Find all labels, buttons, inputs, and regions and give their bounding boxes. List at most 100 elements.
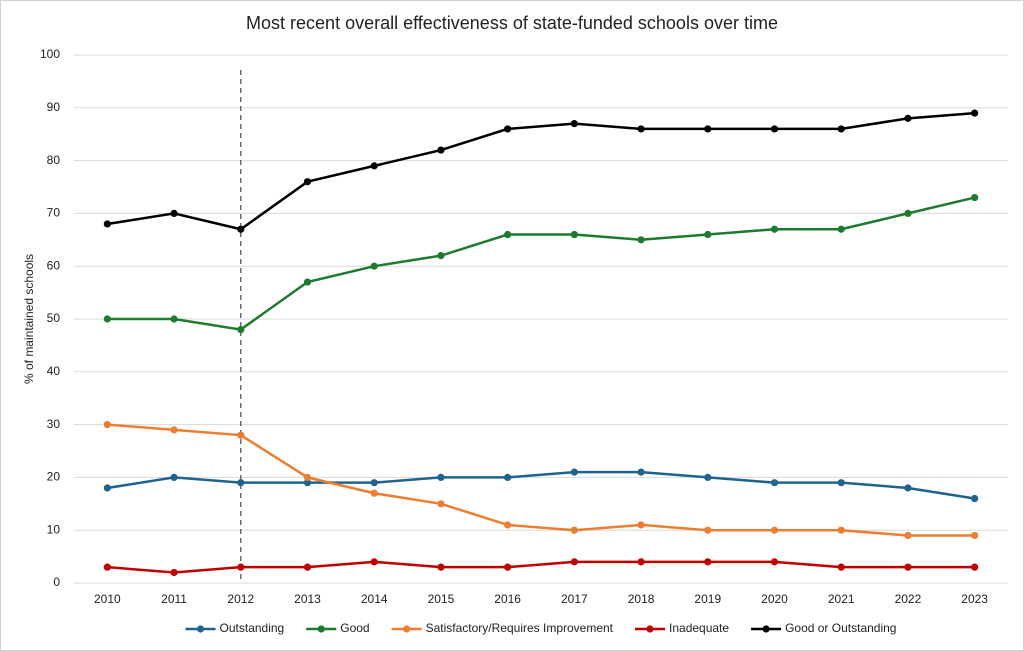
data-point [103, 563, 111, 571]
y-tick-label: 30 [47, 417, 61, 431]
legend-marker [196, 625, 205, 633]
legend-item: Outstanding [185, 621, 285, 635]
data-point [303, 178, 312, 186]
data-point [237, 563, 245, 571]
data-point [370, 558, 378, 566]
data-point [437, 500, 445, 508]
x-tick-label: 2012 [227, 592, 254, 606]
data-point [837, 563, 845, 571]
y-tick-label: 70 [47, 206, 61, 220]
data-point [570, 230, 578, 239]
data-point [237, 225, 245, 233]
x-tick-label: 2013 [294, 592, 321, 606]
data-point [103, 421, 111, 429]
x-tick-label: 2021 [828, 592, 855, 606]
data-point [504, 521, 512, 529]
data-point [904, 114, 912, 122]
legend-marker [317, 625, 325, 633]
data-point [370, 162, 378, 170]
legend-item: Inadequate [635, 621, 729, 635]
y-tick-label: 50 [47, 311, 61, 325]
x-tick-label: 2020 [761, 592, 788, 606]
y-tick-label: 10 [47, 522, 61, 536]
data-point [637, 468, 645, 476]
legend-label: Good [340, 621, 369, 635]
data-point [570, 526, 578, 534]
y-tick-label: 40 [47, 364, 61, 378]
data-point [770, 479, 779, 487]
data-point [637, 125, 645, 133]
data-point [237, 431, 245, 439]
data-point [170, 209, 178, 217]
data-point [637, 236, 645, 244]
data-point [170, 568, 178, 577]
data-point [704, 558, 712, 566]
chart-title: Most recent overall effectiveness of sta… [246, 13, 778, 33]
data-point [904, 563, 912, 571]
data-point [103, 484, 111, 492]
data-point [570, 120, 578, 128]
data-point [504, 473, 512, 481]
legend-label: Good or Outstanding [785, 621, 896, 635]
data-point [303, 479, 312, 487]
legend-item: Good [306, 621, 370, 635]
data-point [637, 521, 645, 529]
data-point [504, 563, 512, 571]
data-point [837, 526, 845, 534]
x-tick-label: 2018 [628, 592, 655, 606]
x-tick-label: 2016 [494, 592, 521, 606]
data-point [704, 473, 712, 481]
data-point [704, 230, 712, 239]
data-point [971, 531, 979, 540]
y-tick-label: 90 [47, 100, 61, 114]
data-point [103, 220, 111, 228]
series-line [107, 196, 975, 331]
data-point [303, 563, 312, 571]
data-point [303, 278, 312, 286]
y-tick-label: 20 [47, 470, 61, 484]
data-point [504, 125, 512, 133]
y-tick-label: 80 [47, 153, 61, 167]
x-tick-label: 2023 [961, 592, 988, 606]
data-point [170, 473, 178, 481]
y-tick-label: 60 [47, 258, 61, 272]
legend-item: Good or Outstanding [751, 621, 896, 635]
legend-marker [646, 625, 654, 633]
data-point [971, 494, 979, 503]
legend-label: Outstanding [220, 621, 285, 635]
data-point [971, 563, 979, 571]
y-tick-label: 100 [40, 47, 60, 61]
data-point [770, 558, 779, 566]
legend-label: Satisfactory/Requires Improvement [426, 621, 614, 635]
data-point [370, 489, 378, 497]
data-point [704, 526, 712, 534]
x-tick-label: 2015 [428, 592, 455, 606]
data-point [904, 209, 912, 217]
data-point [704, 125, 712, 133]
data-point [370, 262, 378, 270]
legend-marker [403, 625, 411, 633]
legend: Outstanding Good Satisfactory/Requires Imp… [185, 621, 896, 635]
data-point [770, 526, 779, 534]
x-tick-label: 2011 [161, 592, 187, 606]
x-tick-label: 2014 [361, 592, 388, 606]
data-point [904, 484, 912, 492]
data-point [971, 193, 979, 202]
legend-marker [762, 625, 770, 633]
series-line [107, 470, 975, 500]
series-line [107, 423, 975, 537]
data-point [570, 468, 578, 476]
series-line [107, 560, 975, 574]
data-point [170, 426, 178, 434]
data-point [237, 479, 245, 487]
legend-label: Inadequate [669, 621, 729, 635]
data-point [303, 473, 312, 481]
x-tick-label: 2010 [94, 592, 121, 606]
data-point [570, 558, 578, 566]
data-point [170, 315, 178, 323]
series-line [107, 111, 975, 231]
data-point [103, 315, 111, 323]
x-tick-label: 2022 [895, 592, 922, 606]
